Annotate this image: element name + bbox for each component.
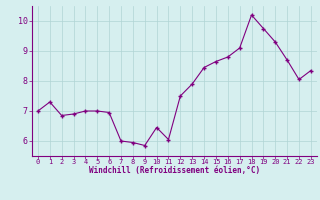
X-axis label: Windchill (Refroidissement éolien,°C): Windchill (Refroidissement éolien,°C) — [89, 166, 260, 175]
